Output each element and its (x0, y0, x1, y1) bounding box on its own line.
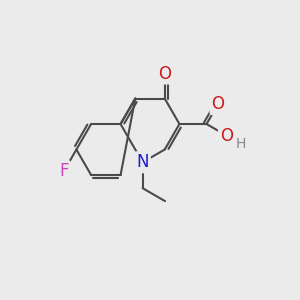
Text: O: O (158, 64, 171, 82)
Text: H: H (235, 136, 246, 151)
Text: N: N (136, 153, 149, 171)
Text: F: F (59, 162, 69, 180)
Text: O: O (212, 95, 224, 113)
Text: O: O (220, 127, 233, 145)
